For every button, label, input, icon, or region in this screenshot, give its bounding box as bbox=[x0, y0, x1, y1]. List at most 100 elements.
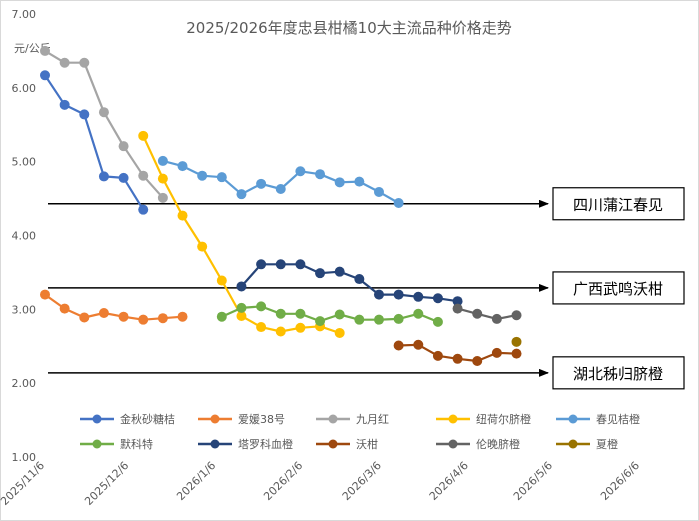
data-point bbox=[177, 311, 188, 322]
legend-label: 塔罗科血橙 bbox=[238, 437, 293, 451]
data-point bbox=[236, 302, 247, 313]
data-point bbox=[79, 109, 90, 120]
legend-item: 纽荷尔脐橙 bbox=[436, 412, 531, 426]
data-point bbox=[452, 353, 463, 364]
annotation-label: 四川蒲江春见 bbox=[573, 196, 663, 214]
y-axis-ticks: 1.00 2.00 3.00 4.00 5.00 6.00 7.00 bbox=[12, 8, 37, 464]
data-point bbox=[413, 291, 424, 302]
data-point bbox=[295, 166, 306, 177]
legend-item: 伦晚脐橙 bbox=[436, 437, 520, 451]
legend-swatch-marker bbox=[448, 439, 458, 449]
legend-item: 金秋砂糖桔 bbox=[80, 412, 175, 426]
series-7 bbox=[393, 339, 522, 367]
data-point bbox=[275, 326, 286, 337]
legend-item: 九月红 bbox=[316, 413, 389, 426]
data-point bbox=[118, 311, 129, 322]
data-point bbox=[393, 198, 404, 209]
data-point bbox=[511, 348, 522, 359]
data-point bbox=[491, 313, 502, 324]
series-line bbox=[44, 74, 145, 211]
data-point bbox=[275, 259, 286, 270]
data-point bbox=[236, 281, 247, 292]
chart-title: 2025/2026年度忠县柑橘10大主流品种价格走势 bbox=[186, 19, 512, 37]
data-point bbox=[216, 172, 227, 183]
data-point bbox=[118, 172, 129, 183]
data-point bbox=[413, 308, 424, 319]
data-point bbox=[315, 268, 326, 279]
series-0 bbox=[40, 70, 149, 215]
data-point bbox=[177, 210, 188, 221]
series-9 bbox=[511, 336, 522, 347]
data-point bbox=[59, 57, 70, 68]
data-point bbox=[295, 308, 306, 319]
data-point bbox=[295, 322, 306, 333]
data-point bbox=[98, 171, 109, 182]
data-point bbox=[79, 57, 90, 68]
legend-swatch-marker bbox=[328, 439, 338, 449]
legend-label: 沃柑 bbox=[356, 437, 378, 451]
legend-swatch-marker bbox=[328, 414, 338, 424]
y-tick-label: 5.00 bbox=[12, 156, 37, 169]
data-point bbox=[236, 189, 247, 200]
data-point bbox=[157, 173, 168, 184]
data-point bbox=[177, 161, 188, 172]
y-tick-label: 4.00 bbox=[12, 230, 37, 243]
data-point bbox=[256, 322, 267, 333]
data-point bbox=[373, 289, 384, 300]
series-8 bbox=[452, 303, 522, 324]
annotation-box bbox=[552, 356, 685, 390]
legend-label: 伦晚脐橙 bbox=[476, 437, 520, 451]
legend-item: 塔罗科血橙 bbox=[198, 437, 293, 451]
annotation-box bbox=[552, 271, 685, 305]
data-point bbox=[315, 169, 326, 180]
y-tick-label: 7.00 bbox=[12, 8, 37, 21]
data-point bbox=[315, 316, 326, 327]
data-point bbox=[275, 183, 286, 194]
legend-label: 金秋砂糖桔 bbox=[120, 412, 175, 426]
data-point bbox=[334, 327, 345, 338]
data-point bbox=[354, 176, 365, 187]
data-point bbox=[452, 296, 463, 307]
data-point bbox=[236, 310, 247, 321]
data-point bbox=[256, 301, 267, 312]
data-point bbox=[98, 308, 109, 319]
data-point bbox=[138, 170, 149, 181]
legend-swatch-marker bbox=[568, 414, 578, 424]
legend-label: 爱媛38号 bbox=[238, 412, 285, 426]
data-point bbox=[393, 289, 404, 300]
data-point bbox=[511, 310, 522, 321]
data-point bbox=[432, 316, 443, 327]
legend-swatch-marker bbox=[210, 439, 220, 449]
legend-label: 默科特 bbox=[120, 437, 153, 451]
data-point bbox=[334, 266, 345, 277]
data-point bbox=[40, 45, 50, 56]
data-point bbox=[472, 356, 483, 367]
data-point bbox=[157, 313, 168, 324]
y-tick-label: 1.00 bbox=[12, 451, 37, 464]
series-5 bbox=[216, 301, 443, 327]
data-point bbox=[413, 339, 424, 350]
data-point bbox=[157, 155, 168, 166]
data-point bbox=[511, 336, 522, 347]
data-point bbox=[138, 204, 149, 215]
data-point bbox=[452, 303, 463, 314]
data-point bbox=[197, 170, 208, 181]
data-point bbox=[40, 70, 50, 81]
series-4 bbox=[157, 155, 404, 209]
series-line bbox=[457, 307, 517, 320]
legend-swatch-marker bbox=[448, 414, 458, 424]
y-tick-label: 3.00 bbox=[12, 303, 37, 316]
series-3 bbox=[138, 130, 345, 338]
data-point bbox=[354, 314, 365, 325]
data-point bbox=[79, 312, 90, 323]
series-lines bbox=[40, 45, 522, 367]
data-point bbox=[138, 314, 149, 325]
data-point bbox=[373, 186, 384, 197]
legend-item: 沃柑 bbox=[316, 437, 378, 451]
series-1 bbox=[40, 289, 188, 325]
data-point bbox=[59, 99, 70, 110]
data-point bbox=[275, 308, 286, 319]
